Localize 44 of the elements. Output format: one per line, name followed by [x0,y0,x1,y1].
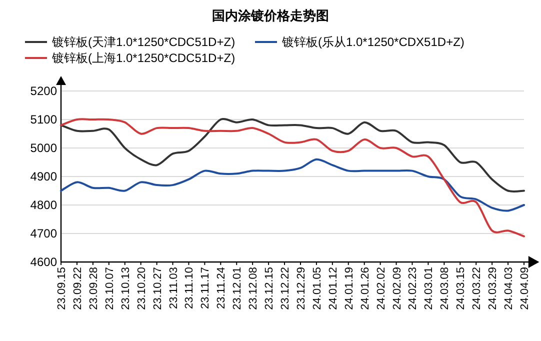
x-tick-label: 24.04.03 [503,267,516,310]
x-tick-label: 23.11.24 [216,267,228,310]
x-tick-label: 23.09.15 [56,267,68,310]
x-tick-label: 24.03.22 [471,267,484,310]
y-tick-label: 5000 [30,141,58,155]
x-tick-label: 24.01.26 [359,267,372,310]
y-tick-label: 5200 [30,84,58,98]
x-tick-label: 23.10.07 [104,267,116,310]
x-tick-label: 23.12.01 [232,267,244,310]
y-tick-label: 4600 [30,255,58,269]
x-tick-label: 24.01.19 [343,267,356,310]
x-tick-label: 23.11.17 [200,267,212,310]
x-tick-label: 23.09.22 [72,267,84,310]
line-series [60,118,525,192]
x-tick-label: 24.01.12 [327,267,340,310]
y-tick-label: 5100 [30,112,58,126]
x-tick-label: 23.11.10 [184,267,196,310]
x-tick-label: 24.04.09 [519,267,531,310]
x-tick-label: 24.02.02 [375,267,388,310]
x-tick-label: 24.03.08 [439,267,452,310]
y-tick-label: 4800 [30,198,58,212]
x-tick-label: 23.11.03 [168,267,180,310]
x-tick-label: 24.02.23 [407,267,420,310]
x-tick-label: 24.03.29 [487,267,500,310]
x-tick-label: 24.03.01 [423,267,436,310]
x-tick-label: 23.12.08 [248,267,260,310]
line-series [60,158,525,212]
x-tick-label: 23.10.20 [136,267,148,310]
chart-title: 国内涂镀价格走势图 [212,8,329,23]
y-tick-label: 4700 [30,226,58,240]
x-tick-label: 23.12.29 [295,267,308,310]
line-series [60,118,525,238]
x-tick-label: 24.01.05 [311,267,324,310]
x-tick-label: 24.02.09 [391,267,404,310]
x-tick-label: 23.12.22 [280,267,292,310]
y-tick-label: 4900 [30,170,58,184]
x-tick-label: 24.03.15 [455,267,468,310]
x-tick-label: 23.10.13 [120,267,132,310]
x-tick-label: 23.10.27 [152,267,164,310]
x-tick-label: 23.09.28 [88,267,100,310]
legend-label: 镀锌板(天津1.0*1250*CDC51D+Z) [51,35,236,49]
x-tick-label: 23.12.15 [264,267,276,310]
legend-label: 镀锌板(上海1.0*1250*CDC51D+Z) [51,51,236,65]
legend-label: 镀锌板(乐从1.0*1250*CDX51D+Z) [281,35,464,49]
